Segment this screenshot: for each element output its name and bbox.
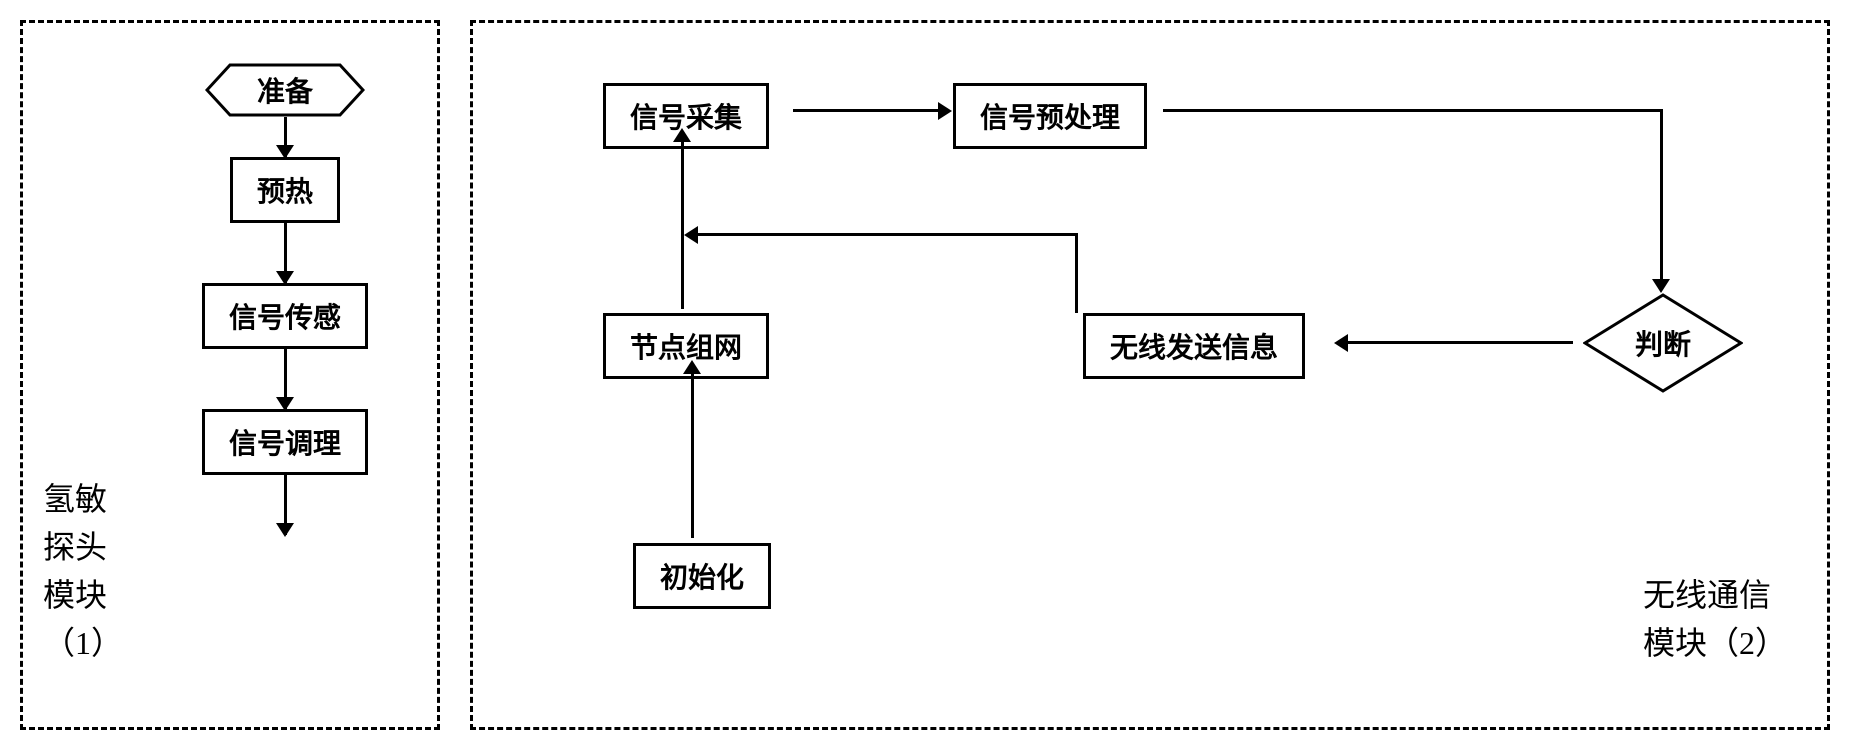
box-label: 信号调理 [229,429,341,460]
diamond-label: 判断 [1635,323,1691,363]
box-label: 无线发送信息 [1110,333,1278,364]
left-module-label: 氢敏 探头 模块 （1） [43,475,123,667]
hexagon-label: 准备 [257,70,313,110]
diamond-decision: 判断 [1583,293,1743,393]
arrow-up-icon [673,128,691,142]
arrow-left-icon [1334,334,1348,352]
arrow-down-icon [284,223,287,283]
connector [698,233,1078,236]
box-preprocess: 信号预处理 [953,83,1147,149]
arrow-left-icon [684,226,698,244]
right-flow: 信号采集 信号预处理 判断 无线发送信息 节点组网 初始化 [503,43,1797,667]
right-module-label: 无线通信 模块（2） [1643,571,1787,667]
left-module: 准备 预热 信号传感 信号调理 氢敏 探头 模块 （1） [20,20,440,730]
connector [1163,109,1663,112]
arrow-right-icon [938,102,952,120]
box-label: 初始化 [660,563,744,594]
box-send: 无线发送信息 [1083,313,1305,379]
box-init: 初始化 [633,543,771,609]
connector [1075,233,1078,313]
connector [1660,109,1663,279]
arrow-down-icon [284,117,287,157]
arrow-down-icon [1652,279,1670,293]
box-preheat: 预热 [230,157,340,223]
left-flow: 准备 预热 信号传感 信号调理 [163,63,407,535]
connector [1348,341,1573,344]
hexagon-prepare: 准备 [205,63,365,117]
box-label: 信号预处理 [980,103,1120,134]
arrow-up-icon [683,360,701,374]
arrow-down-icon [284,475,287,535]
connector [681,141,684,309]
box-label: 预热 [257,177,313,208]
arrow-down-icon [284,349,287,409]
box-label: 信号传感 [229,303,341,334]
diagram-container: 准备 预热 信号传感 信号调理 氢敏 探头 模块 （1） 信号采集 [20,20,1847,730]
connector [691,373,694,538]
box-sensing: 信号传感 [202,283,368,349]
connector [793,109,938,112]
box-conditioning: 信号调理 [202,409,368,475]
right-module: 信号采集 信号预处理 判断 无线发送信息 节点组网 初始化 [470,20,1830,730]
